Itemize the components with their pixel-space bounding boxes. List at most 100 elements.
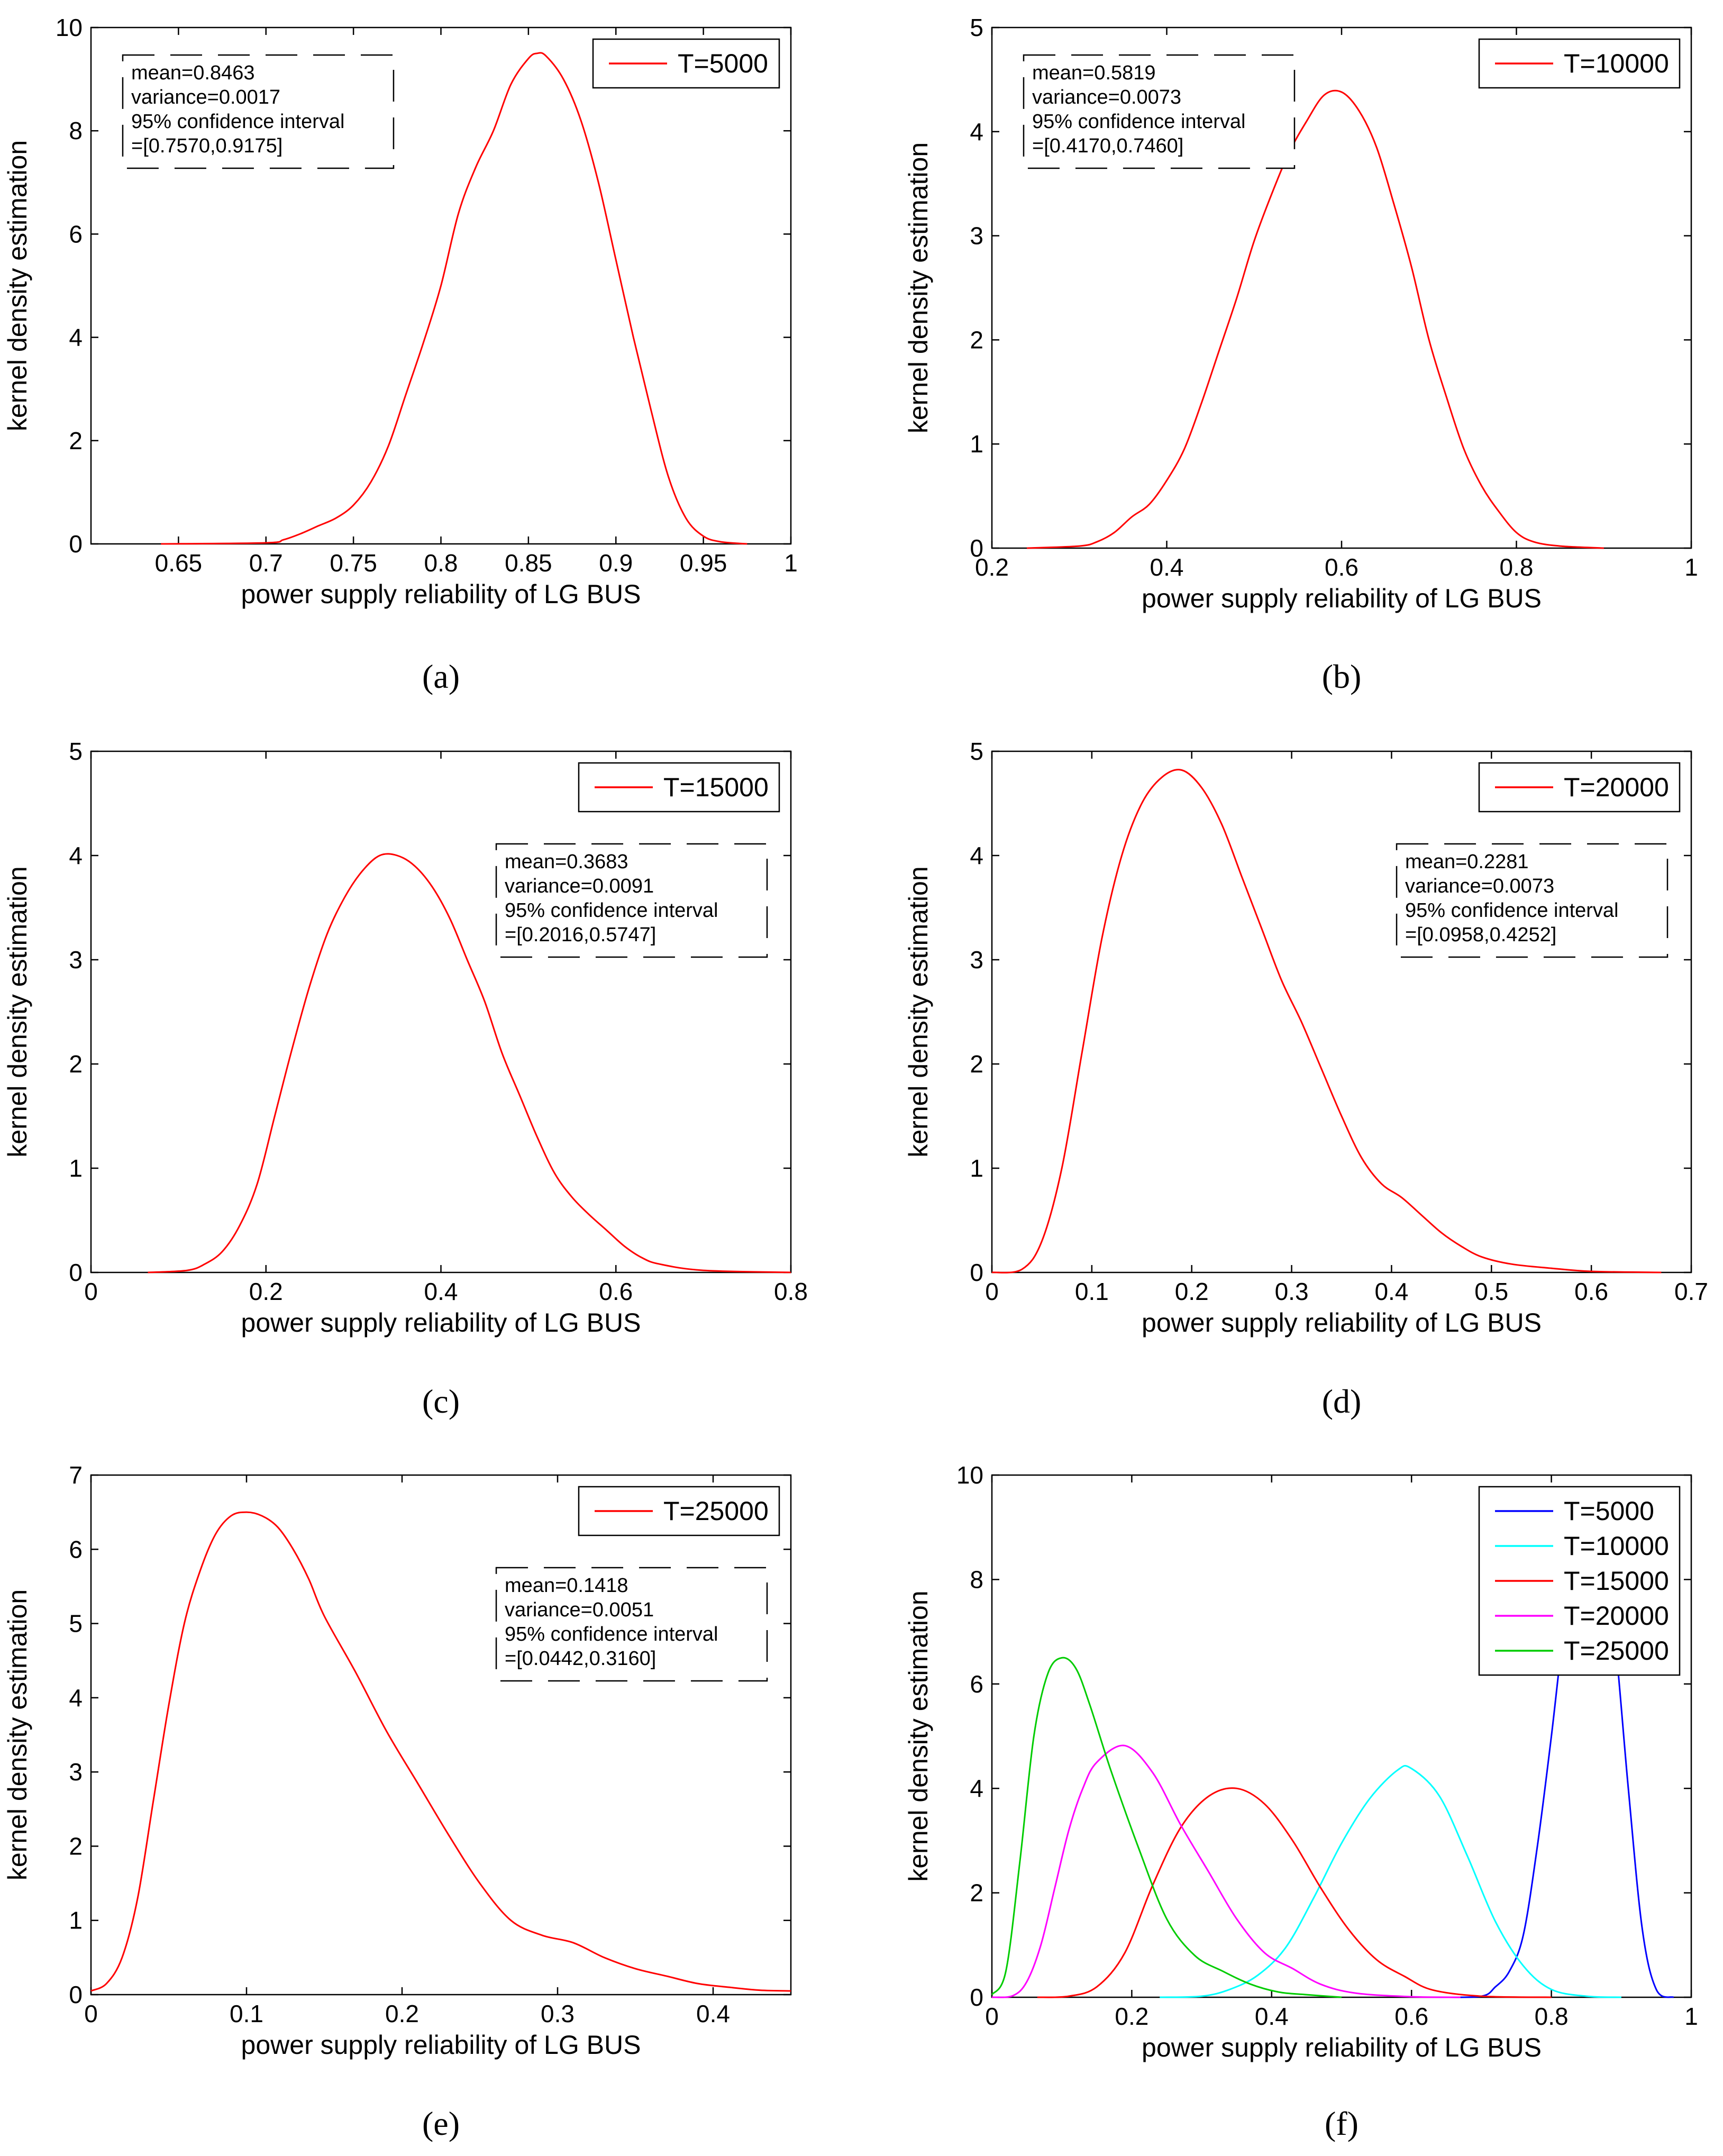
stats-line: 95% confidence interval [1405, 899, 1618, 922]
stats-line: =[0.4170,0.7460] [1032, 135, 1183, 157]
y-tick-label: 4 [69, 842, 83, 869]
y-tick-label: 4 [970, 118, 983, 145]
subfigure-caption: (e) [422, 2105, 460, 2142]
stats-line: variance=0.0017 [131, 86, 280, 108]
stats-box [1023, 54, 1296, 169]
x-axis-label: power supply reliability of LG BUS [241, 1308, 641, 1338]
subfigure-caption: (c) [422, 1382, 460, 1420]
y-tick-label: 5 [69, 1610, 83, 1638]
y-axis-label: kernel density estimation [904, 142, 933, 433]
y-tick-label: 0 [69, 1259, 83, 1286]
x-tick-label: 0.7 [249, 549, 283, 577]
legend-label: T=25000 [663, 1496, 769, 1526]
x-tick-label: 0.8 [424, 549, 458, 577]
legend: T=5000 T=10000 T=15000 T=20000 T=25000 [1478, 1486, 1681, 1676]
y-tick-label: 2 [970, 1050, 983, 1078]
y-tick-label: 1 [69, 1154, 83, 1182]
x-tick-label: 0.6 [1394, 2003, 1428, 2030]
legend: T=10000 [1478, 38, 1681, 89]
series-line-t-25000 [991, 1657, 1342, 1998]
legend-label: T=5000 [678, 49, 768, 78]
x-tick-label: 0 [84, 1278, 98, 1305]
y-axis-label: kernel density estimation [904, 866, 933, 1157]
legend-label: T=10000 [1564, 49, 1669, 78]
stats-line: variance=0.0051 [505, 1599, 654, 1621]
x-tick-label: 0.4 [1150, 553, 1184, 581]
x-axis-label: power supply reliability of LG BUS [241, 579, 641, 609]
series-line-t-10000 [1027, 89, 1604, 549]
y-tick-label: 5 [970, 14, 983, 41]
y-tick-label: 0 [970, 1984, 983, 2011]
x-tick-label: 0.9 [599, 549, 633, 577]
x-tick-label: 0.85 [505, 549, 552, 577]
chart-e: 0 0.1 0.2 0.3 0.4 0 1 2 3 4 5 6 7 power supply reliab… [3, 1461, 792, 2142]
y-tick-label: 0 [970, 1259, 983, 1286]
stats-line: =[0.0442,0.3160] [505, 1648, 656, 1670]
stats-line: mean=0.3683 [505, 851, 628, 873]
x-tick-label: 0.2 [249, 1278, 283, 1305]
y-tick-label: 5 [970, 738, 983, 765]
y-tick-label: 3 [69, 1758, 83, 1786]
y-tick-label: 4 [970, 842, 983, 869]
series-line-t-5000 [161, 52, 747, 545]
y-tick-label: 6 [69, 220, 83, 248]
y-axis-label: kernel density estimation [3, 140, 32, 431]
x-tick-label: 0.65 [155, 549, 203, 577]
subfigure-caption: (f) [1325, 2105, 1359, 2142]
legend-label: T=20000 [1564, 1601, 1669, 1631]
chart-b: 0.2 0.4 0.6 0.8 1 0 1 2 3 4 5 power supply reliabil… [904, 14, 1698, 695]
y-tick-label: 4 [69, 324, 83, 351]
y-tick-label: 0 [970, 534, 983, 562]
x-tick-label: 1 [1684, 2003, 1698, 2030]
chart-c: 0 0.2 0.4 0.6 0.8 0 1 2 3 4 5 power supply reliabil… [3, 738, 808, 1420]
y-tick-label: 1 [970, 430, 983, 458]
stats-box [122, 54, 395, 169]
plot-frame [90, 750, 792, 1273]
stats-line: 95% confidence interval [131, 111, 344, 133]
stats-line: variance=0.0073 [1405, 875, 1554, 897]
y-tick-label: 3 [69, 946, 83, 974]
stats-line: variance=0.0091 [505, 875, 654, 897]
stats-line: =[0.2016,0.5747] [505, 924, 656, 946]
x-tick-label: 0.1 [230, 2000, 263, 2027]
stats-line: 95% confidence interval [1032, 111, 1245, 133]
x-tick-label: 0.6 [1574, 1278, 1608, 1305]
x-tick-label: 0.3 [1275, 1278, 1309, 1305]
y-tick-label: 6 [69, 1535, 83, 1563]
y-tick-label: 1 [69, 1907, 83, 1934]
y-tick-label: 2 [69, 427, 83, 454]
x-tick-label: 0.8 [1500, 553, 1534, 581]
series-line-t-15000 [148, 853, 791, 1273]
y-tick-label: 2 [69, 1832, 83, 1860]
x-tick-label: 0.8 [1535, 2003, 1569, 2030]
y-axis-label: kernel density estimation [904, 1590, 933, 1881]
x-tick-label: 0.8 [774, 1278, 808, 1305]
series-line-t-15000 [1037, 1787, 1552, 1998]
x-tick-label: 0.4 [696, 2000, 730, 2027]
x-tick-label: 0.7 [1674, 1278, 1708, 1305]
stats-line: mean=0.2281 [1405, 851, 1528, 873]
stats-line: variance=0.0073 [1032, 86, 1181, 108]
legend-label: T=15000 [1564, 1566, 1669, 1596]
x-axis-label: power supply reliability of LG BUS [1142, 584, 1542, 613]
y-tick-label: 2 [970, 326, 983, 353]
y-tick-label: 3 [970, 946, 983, 974]
stats-line: =[0.0958,0.4252] [1405, 924, 1556, 946]
stats-line: mean=0.1418 [505, 1575, 628, 1597]
y-tick-label: 5 [69, 738, 83, 765]
x-tick-label: 0.1 [1075, 1278, 1109, 1305]
x-tick-label: 0 [985, 1278, 999, 1305]
x-tick-label: 1 [784, 549, 798, 577]
y-tick-label: 10 [956, 1461, 983, 1489]
plot-frame [90, 1474, 792, 1996]
legend-label: T=25000 [1564, 1636, 1669, 1666]
x-axis-label: power supply reliability of LG BUS [241, 2030, 641, 2060]
x-tick-label: 0.4 [424, 1278, 458, 1305]
y-axis-label: kernel density estimation [3, 1589, 32, 1880]
x-tick-label: 0.95 [680, 549, 727, 577]
y-tick-label: 6 [970, 1670, 983, 1698]
legend: T=15000 [578, 762, 780, 813]
x-tick-label: 0.5 [1474, 1278, 1508, 1305]
